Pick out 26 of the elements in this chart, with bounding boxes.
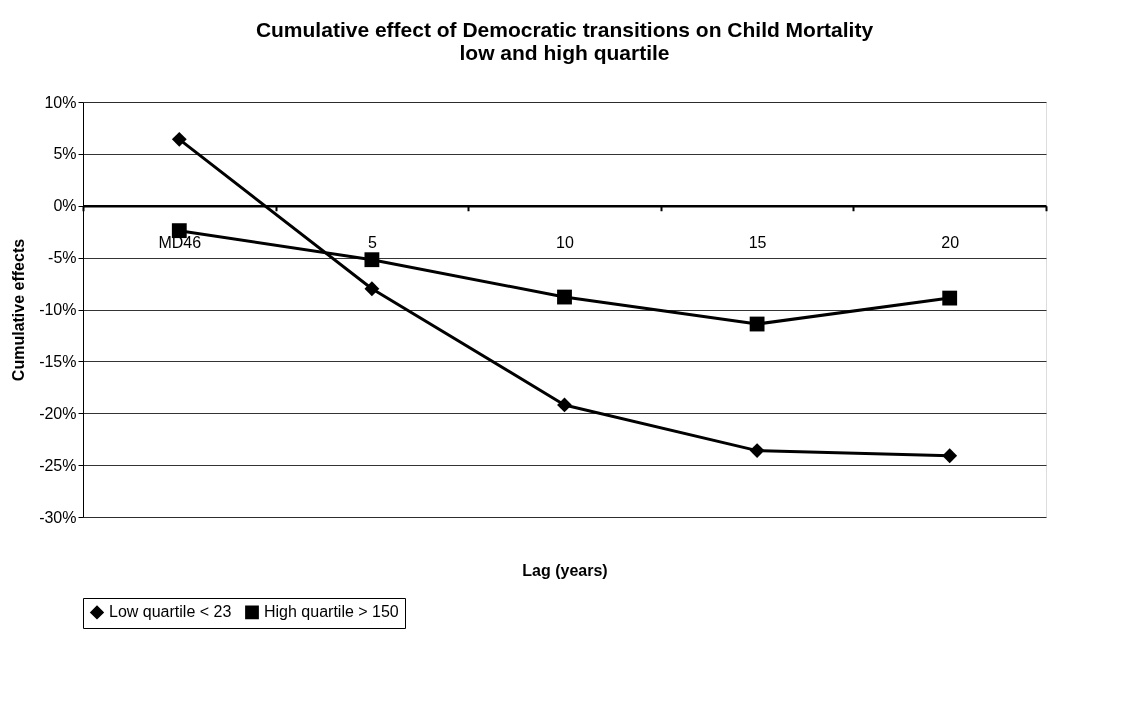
point <box>749 443 765 459</box>
y-tick-label: -25% <box>39 456 77 474</box>
y-tick-label: -5% <box>48 249 77 267</box>
x-tick-label: 20 <box>941 234 960 252</box>
y-tick-label: 10% <box>44 93 77 111</box>
y-tick-label: -30% <box>39 508 77 526</box>
x-tick-label: 15 <box>748 234 767 252</box>
x-tick-label: 5 <box>367 234 377 252</box>
y-tick-label: -10% <box>39 301 77 318</box>
point <box>942 448 958 464</box>
point <box>942 290 958 306</box>
chart-title: Cumulative effect of Democratic transitions on Child Mortality low and high quartile <box>255 18 874 64</box>
legend-label: Low quartile < 23 <box>109 603 232 621</box>
legend-label: High quartile > 150 <box>264 603 399 621</box>
x-axis-title: Lag (years) <box>522 561 608 579</box>
point <box>557 289 572 305</box>
point <box>171 131 187 147</box>
y-tick-label: -15% <box>39 352 77 370</box>
point <box>364 252 380 268</box>
y-tick-label: 5% <box>53 145 77 163</box>
y-axis-title: Cumulative effects <box>10 238 28 382</box>
x-tick-label: 10 <box>556 234 574 252</box>
point <box>749 316 765 332</box>
y-tick-label: -20% <box>39 404 77 422</box>
point <box>364 281 380 297</box>
y-tick-label: 0% <box>53 197 77 215</box>
